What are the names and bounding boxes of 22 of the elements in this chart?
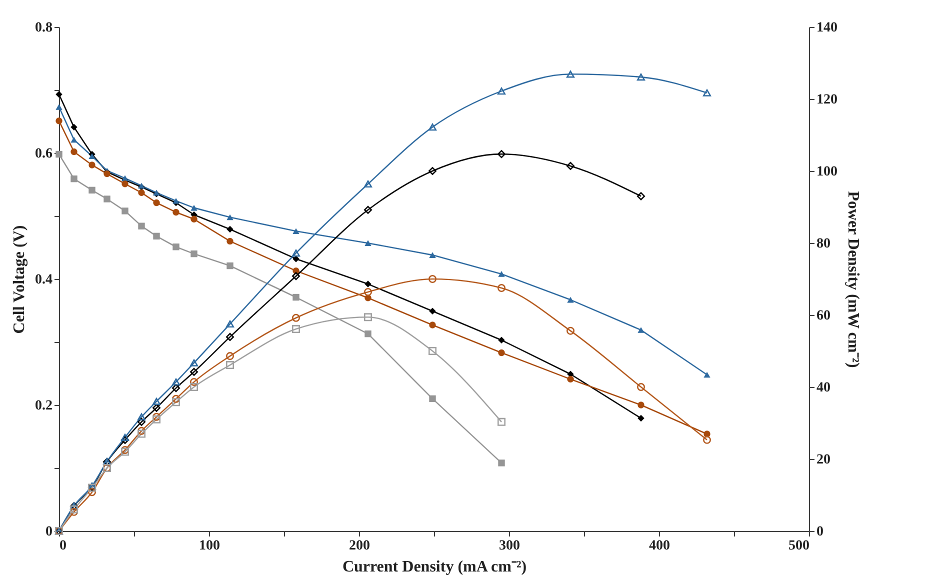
x-tick-label: 300 [499,538,520,554]
x-tick-label: 100 [199,538,220,554]
y-tick-label: 0.6 [35,146,52,162]
x-tick-label: 500 [788,538,810,554]
y-axis-title: Cell Voltage (V) [11,225,28,334]
x-tick-label: 200 [349,538,370,554]
y2-tick-label: 140 [816,20,838,36]
y2-tick-label: 60 [816,308,830,324]
x-tick-label: 0 [60,538,66,554]
y-tick-label: 0.4 [35,272,52,288]
y2-axis-title: Power Density (mW cm⁻²) [844,191,862,368]
y-tick-label: 0.8 [35,20,52,36]
y2-tick-label: 80 [816,236,830,252]
y2-tick-label: 0 [816,524,824,540]
y-tick-label: 0 [46,524,52,540]
x-axis-title: Current Density (mA cm⁻²) [342,558,527,576]
y2-tick-label: 100 [816,164,838,180]
y2-tick-label: 20 [816,452,830,468]
y2-tick-label: 40 [816,380,830,396]
x-tick-label: 400 [649,538,670,554]
y-tick-label: 0.2 [35,398,52,414]
y2-tick-label: 120 [816,92,838,108]
